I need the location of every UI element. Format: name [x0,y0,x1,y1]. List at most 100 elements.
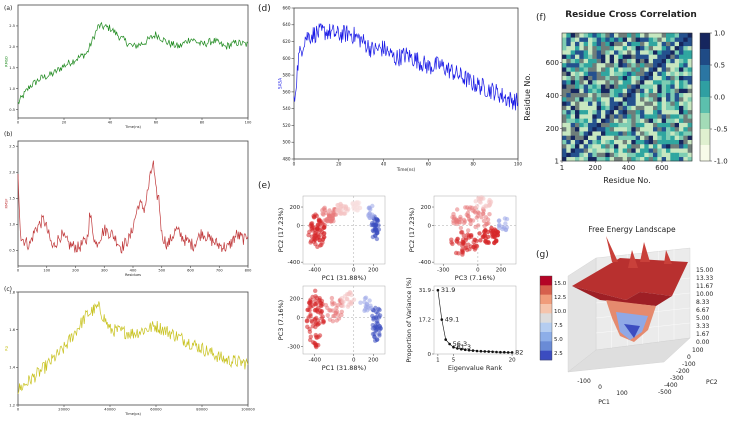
heatmap-cell [661,114,667,119]
x-tick-label: 600 [187,269,195,273]
heatmap-cell [640,97,645,102]
heatmap-cell [683,45,688,51]
heatmap-cell [687,92,693,98]
heatmap-cell [627,88,632,94]
heatmap-cell [683,41,688,47]
heatmap-cell [679,156,684,162]
heatmap-cell [622,114,628,119]
heatmap-cell [674,152,680,158]
pca-point [468,221,473,227]
heatmap-cell [570,131,576,136]
heatmap-cell [575,62,580,68]
surface-spike [640,242,650,262]
heatmap-cell [627,45,632,51]
y-tick-label: 200 [421,205,432,211]
heatmap-cell [666,109,671,115]
heatmap-cell [588,126,593,132]
heatmap-cell [570,148,576,153]
heatmap-cell [618,148,623,153]
heatmap-cell [618,84,623,89]
heatmap-cell [653,67,658,72]
heatmap-cell [614,88,619,94]
heatmap-cell [644,101,649,106]
heatmap-cell [683,135,688,140]
heatmap-cell [631,122,636,128]
x-tick-label: 300 [101,269,109,273]
heatmap-cell [666,41,671,47]
heatmap-cell [562,114,567,119]
colorbar-tick-label: -0.5 [714,126,728,134]
heatmap-cell [570,126,576,132]
heatmap-cell [570,152,576,158]
heatmap-cell [605,79,610,85]
y-tick-label: 600 [283,56,291,61]
pca-point [461,220,467,226]
heatmap-cell [570,33,576,38]
heatmap-cell [605,45,610,51]
x-tick-label: -100 [577,378,591,385]
heatmap-cell [570,67,576,72]
heatmap-cell [566,105,571,111]
heatmap-cell [653,139,658,145]
heatmap-cell [614,152,619,158]
heatmap-cell [627,122,632,128]
y-tick-label: 1.4 [9,366,15,370]
heatmap-cell [579,139,584,145]
heatmap-cell [562,143,567,149]
heatmap-cell [679,101,684,106]
heatmap-cell [631,50,636,55]
heatmap-cell [592,143,597,149]
heatmap-cell [614,67,619,72]
pca-point [466,213,471,219]
pca-point [327,208,332,213]
heatmap-cell [648,75,654,81]
heatmap-cell [653,58,658,64]
scree-point [483,350,487,353]
pca-point [314,295,319,300]
heatmap-cell [622,54,628,59]
y-tick-label: 0 [428,223,432,229]
heatmap-cell [583,118,589,123]
heatmap-cell [627,92,632,98]
heatmap-cell [666,50,671,55]
heatmap-cell [640,143,645,149]
heatmap-cell [566,101,571,106]
pca-point [465,210,471,216]
heatmap-cell [618,37,623,42]
heatmap-cell [566,139,571,145]
heatmap-cell [575,37,580,42]
heatmap-cell [635,97,641,102]
heatmap-cell [640,58,645,64]
scree-point [436,288,440,292]
heatmap-cell [627,75,632,81]
heatmap-cell [635,92,641,98]
heatmap-cell [618,50,623,55]
heatmap-cell [592,118,597,123]
heatmap-cell [640,54,645,59]
heatmap-cell [653,50,658,55]
heatmap-cell [687,101,693,106]
heatmap-cell [666,71,671,76]
x-tick-label: 100 [616,390,628,397]
heatmap-cell [601,88,606,94]
heatmap-cell [627,54,632,59]
heatmap-cell [570,109,576,115]
heatmap-cell [618,122,623,128]
heatmap-cell [614,118,619,123]
heatmap-cell [640,148,645,153]
heatmap-cell [683,156,688,162]
x-tick-label: 0 [17,408,20,412]
heatmap-cell [622,143,628,149]
heatmap-cell [601,135,606,140]
heatmap-cell [622,152,628,158]
heatmap-cell [687,156,693,162]
heatmap-cell [562,118,567,123]
pca-point [481,205,486,210]
heatmap-cell [670,139,675,145]
heatmap-cell [661,41,667,47]
pca-point [479,215,484,220]
heatmap-cell [674,79,680,85]
heatmap-cell [661,45,667,51]
y-tick-label: 2.0 [9,171,15,175]
heatmap-cell [644,135,649,140]
